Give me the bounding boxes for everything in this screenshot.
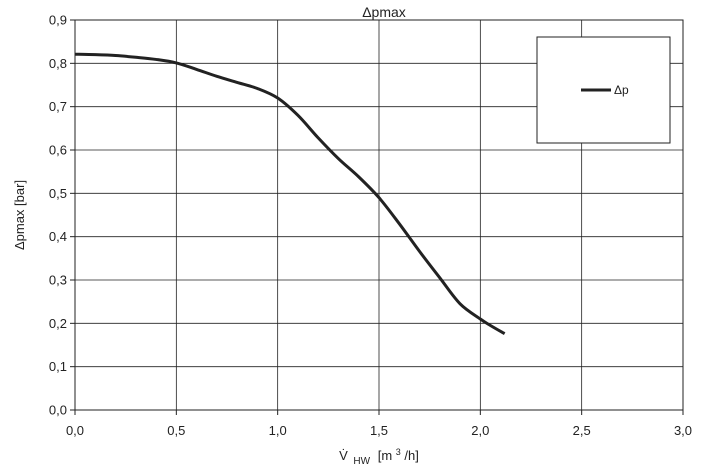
x-axis-label: V̇ HW [m 3 /h] [339,443,419,467]
x-tick-label: 2,5 [573,423,591,438]
x-axis-label-unit-sup: 3 [396,447,401,457]
legend-label: Δp [614,83,629,97]
y-tick-label: 0,0 [49,403,67,418]
y-tick-label: 0,7 [49,99,67,114]
tick-labels: 0,0 0,1 0,2 0,3 0,4 0,5 0,6 0,7 0,8 0,9 0,0 0,5 1,0 1… [49,13,692,439]
x-tick-label: 2,0 [471,423,489,438]
x-tick-label: 0,5 [167,423,185,438]
y-axis-label: Δpmax [bar] [12,180,27,250]
chart-title: Δpmax [362,4,406,20]
y-tick-label: 0,5 [49,186,67,201]
x-tick-label: 1,5 [370,423,388,438]
series-layer [74,52,506,336]
y-tick-label: 0,9 [49,13,67,28]
x-axis-label-unit-suffix: /h] [404,448,418,463]
x-tick-label: 3,0 [674,423,692,438]
series-line-dp [74,52,506,336]
y-tick-label: 0,8 [49,56,67,71]
x-axis-label-symbol: V̇ [339,448,348,463]
grid [70,19,684,415]
x-axis-label-unit-prefix: [m [378,448,392,463]
y-tick-label: 0,3 [49,273,67,288]
y-tick-label: 0,2 [49,316,67,331]
x-axis-label-subscript: HW [353,456,370,467]
x-tick-label: 0,0 [66,423,84,438]
y-tick-label: 0,4 [49,229,67,244]
legend: Δp [536,36,671,144]
y-tick-label: 0,6 [49,143,67,158]
y-tick-label: 0,1 [49,359,67,374]
x-tick-label: 1,0 [269,423,287,438]
